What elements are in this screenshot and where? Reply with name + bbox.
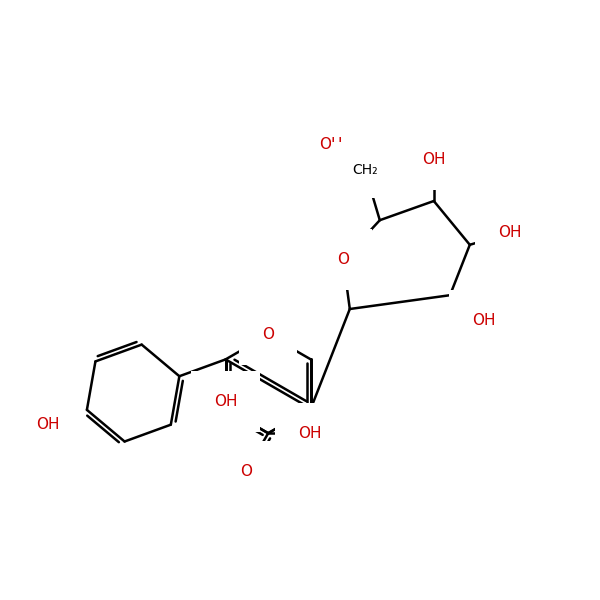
Text: OH: OH (36, 416, 59, 431)
Text: OH: OH (320, 137, 343, 152)
Text: OH: OH (472, 313, 495, 328)
Text: O: O (262, 328, 274, 342)
Text: OH: OH (498, 225, 521, 240)
Text: CH₂: CH₂ (352, 163, 377, 177)
Text: OH: OH (422, 152, 446, 167)
Text: OH: OH (298, 426, 322, 440)
Text: O: O (337, 252, 349, 268)
Text: O: O (240, 464, 252, 479)
Text: OH: OH (214, 394, 238, 409)
